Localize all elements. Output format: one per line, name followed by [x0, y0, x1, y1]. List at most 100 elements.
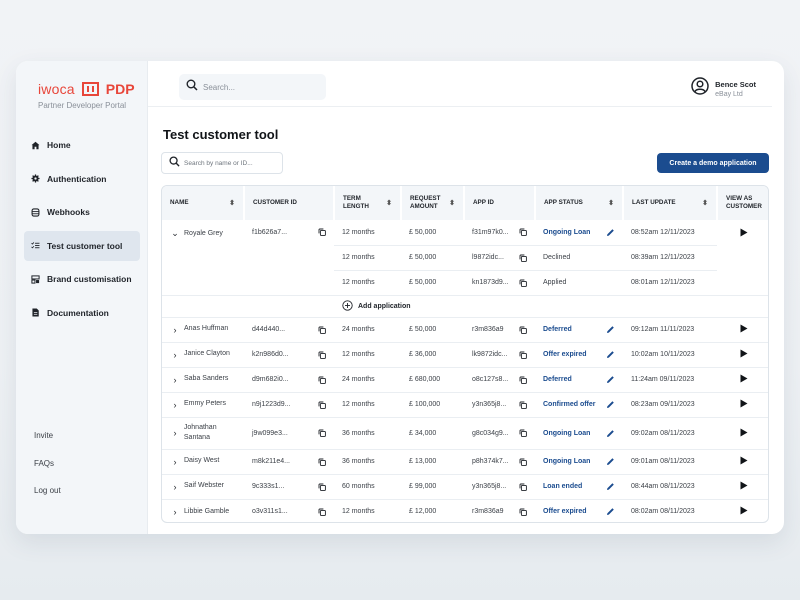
column-header-name[interactable]: NAME ⬍	[162, 186, 245, 220]
app-status: Ongoing Loan	[543, 228, 591, 236]
copy-icon[interactable]	[519, 254, 527, 262]
copy-icon[interactable]	[519, 429, 527, 437]
play-icon[interactable]	[740, 324, 748, 335]
global-search-input[interactable]	[203, 82, 313, 92]
sort-icon: ⬍	[229, 199, 235, 207]
user-menu[interactable]: Bence Scot eBay Ltd	[691, 77, 756, 100]
edit-pencil-icon[interactable]	[606, 228, 615, 237]
play-icon[interactable]	[740, 399, 748, 410]
app-status: Confirmed offer	[543, 401, 596, 408]
chevron-right-icon[interactable]: ›	[173, 506, 177, 517]
request-amount: £ 13,000	[401, 449, 464, 475]
play-icon[interactable]	[740, 456, 748, 467]
term-length: 12 months	[342, 508, 375, 516]
term-length: 12 months	[334, 220, 401, 246]
customer-name: Saif Webster	[184, 482, 224, 490]
table-row: › Anas Huffman d44d440... 24 months £ 50,…	[162, 317, 768, 343]
app-id: o8c127s8...	[472, 376, 509, 383]
customer-name: Johnathan Santana	[183, 423, 217, 442]
table-row: › Saba Sanders d9m682i0... 24 months £ 68…	[162, 367, 768, 393]
edit-pencil-icon[interactable]	[606, 429, 615, 438]
copy-icon[interactable]	[318, 351, 326, 359]
app-status: Offer expired	[543, 351, 587, 358]
chevron-right-icon[interactable]: ›	[173, 481, 177, 492]
play-icon[interactable]	[740, 374, 748, 385]
faqs-link[interactable]: FAQs	[34, 458, 55, 468]
customer-name: Saba Sanders	[184, 375, 229, 383]
customer-name: Janice Clayton	[184, 350, 230, 358]
add-application-button[interactable]: Add application	[342, 299, 768, 313]
copy-icon[interactable]	[318, 228, 326, 236]
invite-link[interactable]: Invite	[34, 431, 54, 440]
play-icon[interactable]	[740, 506, 748, 517]
brand-product: PDP	[105, 81, 135, 97]
copy-icon[interactable]	[519, 458, 527, 466]
sidebar-item-webhooks[interactable]: Webhooks	[24, 197, 140, 227]
copy-icon[interactable]	[318, 458, 326, 466]
edit-pencil-icon[interactable]	[606, 482, 615, 491]
sidebar-item-test-customer-tool[interactable]: Test customer tool	[24, 230, 140, 261]
chevron-down-icon[interactable]: ⌄	[171, 228, 179, 238]
chevron-right-icon[interactable]: ›	[173, 428, 177, 438]
play-icon[interactable]	[740, 428, 748, 439]
app-id: y3n365j8...	[472, 401, 507, 408]
copy-icon[interactable]	[318, 376, 326, 384]
copy-icon[interactable]	[318, 429, 326, 437]
copy-icon[interactable]	[318, 508, 326, 516]
user-name: Bence Scot	[715, 79, 756, 89]
app-id: kn1873d9...	[472, 279, 509, 286]
column-header-app-status[interactable]: APP STATUS ⬍	[535, 186, 624, 220]
play-icon[interactable]	[740, 349, 748, 360]
copy-icon[interactable]	[519, 228, 527, 237]
copy-icon[interactable]	[519, 279, 527, 287]
app-status: Offer expired	[543, 508, 587, 516]
sidebar-item-home[interactable]: Home	[24, 130, 140, 160]
sidebar-nav: Home Authentication Webhooks Test custom…	[24, 130, 140, 331]
logout-link[interactable]: Log out	[34, 486, 61, 495]
edit-pencil-icon[interactable]	[606, 400, 615, 409]
column-header-last-update[interactable]: LAST UPDATE ⬍	[623, 186, 718, 220]
app-id: lk9872idc...	[472, 351, 508, 358]
column-header-term-length[interactable]: TERM LENGTH ⬍	[334, 186, 402, 220]
edit-pencil-icon[interactable]	[606, 325, 615, 334]
table-search-input[interactable]	[184, 159, 280, 167]
sidebar-item-label: Authentication	[47, 173, 107, 184]
term-length: 12 months	[334, 342, 401, 368]
sidebar-item-authentication[interactable]: Authentication	[24, 164, 140, 194]
copy-icon[interactable]	[519, 326, 527, 334]
copy-icon[interactable]	[519, 376, 527, 384]
sidebar-item-label: Webhooks	[47, 207, 90, 217]
request-amount: £ 50,000	[401, 270, 464, 296]
term-length: 60 months	[334, 474, 401, 500]
edit-pencil-icon[interactable]	[606, 375, 615, 384]
edit-pencil-icon[interactable]	[606, 457, 615, 466]
sort-icon: ⬍	[449, 199, 455, 207]
chevron-right-icon[interactable]: ›	[173, 349, 177, 360]
column-header-request-amount[interactable]: REQUEST AMOUNT ⬍	[401, 186, 465, 220]
copy-icon[interactable]	[519, 401, 527, 409]
play-icon[interactable]	[740, 228, 748, 239]
edit-pencil-icon[interactable]	[606, 350, 615, 359]
copy-icon[interactable]	[318, 483, 326, 491]
database-icon	[30, 207, 40, 217]
copy-icon[interactable]	[318, 326, 326, 334]
sidebar-item-documentation[interactable]: Documentation	[24, 298, 140, 328]
chevron-right-icon[interactable]: ›	[173, 324, 177, 335]
app-status: Deferred	[543, 326, 572, 333]
chevron-right-icon[interactable]: ›	[173, 456, 177, 467]
chevron-right-icon[interactable]: ›	[173, 374, 177, 385]
play-icon[interactable]	[740, 481, 748, 492]
copy-icon[interactable]	[519, 351, 527, 359]
copy-icon[interactable]	[318, 401, 326, 409]
chevron-right-icon[interactable]: ›	[173, 399, 177, 410]
customer-name: Anas Huffman	[184, 325, 229, 333]
copy-icon[interactable]	[519, 483, 527, 491]
sidebar-item-brand-customisation[interactable]: Brand customisation	[24, 264, 140, 294]
app-window: iwoca PDP Partner Developer Portal Home …	[16, 61, 784, 534]
edit-pencil-icon[interactable]	[606, 507, 615, 516]
create-demo-application-button[interactable]: Create a demo application	[657, 153, 769, 173]
table-row: › Saif Webster 9c333s1... 60 months £ 99,…	[162, 474, 768, 500]
copy-icon[interactable]	[519, 508, 527, 516]
app-status: Deferred	[543, 376, 572, 383]
table-search	[161, 152, 283, 174]
